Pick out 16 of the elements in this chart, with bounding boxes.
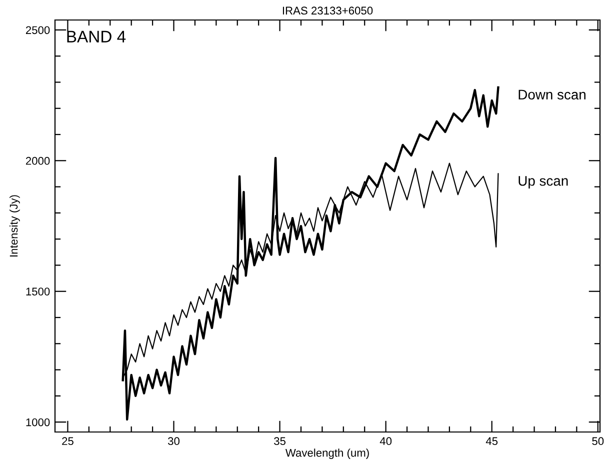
x-tick-label: 35 xyxy=(274,437,286,446)
series-label: Down scan xyxy=(518,90,586,100)
x-tick-label: 30 xyxy=(168,437,180,446)
x-tick-label: 45 xyxy=(486,437,498,446)
x-tick-label: 25 xyxy=(62,437,74,446)
x-tick-label: 50 xyxy=(592,437,604,446)
legend-label: Up scan xyxy=(518,176,568,189)
x-axis-title: Wavelength (um) xyxy=(285,448,369,459)
y-tick-label: 2500 xyxy=(26,26,50,34)
y-tick-label: 2000 xyxy=(26,156,50,165)
x-tick-label: 40 xyxy=(380,437,392,446)
annotation: BAND 4 xyxy=(67,30,126,42)
y-tick-label: 1500 xyxy=(26,288,50,296)
chart-title: IRAS 23133+6050 xyxy=(282,6,373,15)
y-tick-label: 1000 xyxy=(26,418,50,426)
y-axis-title: Intensity (Jy) xyxy=(10,195,20,256)
